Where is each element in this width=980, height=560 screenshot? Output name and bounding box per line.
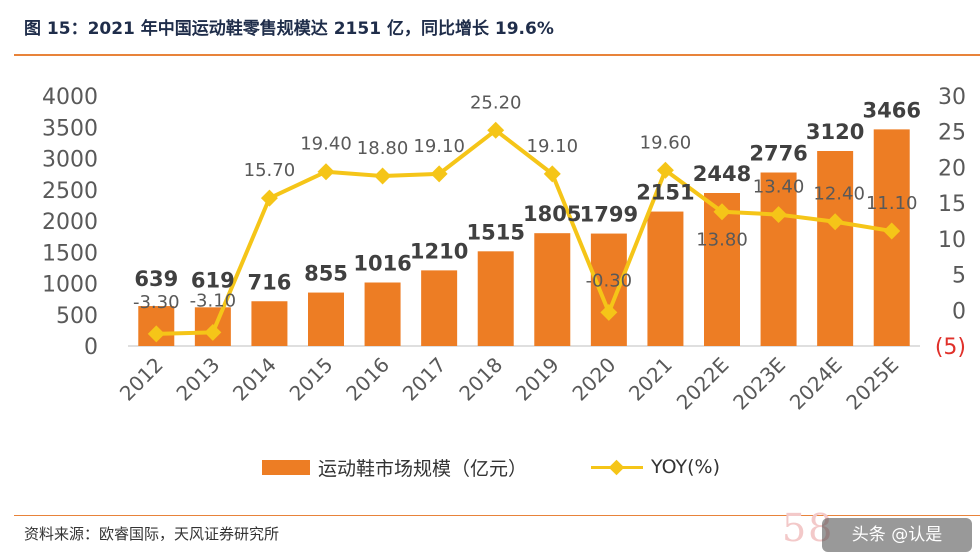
y-right-tick-label: (5) — [935, 335, 966, 360]
y-left-tick-label: 2000 — [42, 210, 98, 235]
yoy-value-label: 13.80 — [696, 230, 748, 251]
yoy-value-label: 19.40 — [300, 134, 352, 155]
bar-value-label: 1016 — [353, 252, 411, 276]
yoy-point-2021 — [656, 161, 674, 179]
bar-value-label: 1515 — [466, 220, 524, 244]
bar-2016 — [364, 282, 401, 346]
y-right-tick-label: 15 — [938, 192, 966, 217]
x-tick-label: 2022E — [672, 353, 734, 415]
yoy-point-2024E — [826, 213, 844, 231]
chart-legend: 运动鞋市场规模（亿元） YOY(%) — [262, 454, 720, 480]
x-tick-label: 2023E — [728, 353, 790, 415]
yoy-value-label: 19.10 — [527, 136, 579, 157]
bar-value-label: 2776 — [749, 142, 807, 166]
yoy-value-label: -3.30 — [133, 292, 180, 313]
yoy-point-2016 — [374, 167, 392, 185]
y-left-tick-label: 1000 — [42, 273, 98, 298]
y-left-tick-label: 1500 — [42, 241, 98, 266]
legend-line-swatch — [591, 460, 644, 475]
x-tick-label: 2019 — [511, 353, 564, 406]
y-left-tick-label: 500 — [56, 304, 98, 329]
yoy-value-label: -3.10 — [190, 290, 237, 311]
title-divider — [14, 54, 980, 56]
bar-2024E — [817, 151, 854, 346]
x-tick-label: 2024E — [785, 353, 847, 415]
y-left-tick-label: 0 — [84, 335, 98, 360]
bar-2019 — [534, 233, 571, 346]
yoy-point-2015 — [317, 163, 335, 181]
yoy-value-label: 12.40 — [813, 184, 865, 205]
bar-value-label: 1805 — [523, 202, 581, 226]
y-right-tick-label: 10 — [938, 228, 966, 253]
yoy-point-2017 — [430, 165, 448, 183]
y-right-tick-label: 20 — [938, 156, 966, 181]
bar-value-label: 855 — [304, 262, 348, 286]
x-tick-label: 2014 — [228, 353, 281, 406]
yoy-point-2023E — [770, 206, 788, 224]
yoy-value-label: -0.30 — [586, 270, 633, 291]
bar-2023E — [760, 172, 797, 346]
x-tick-label: 2017 — [398, 353, 451, 406]
yoy-value-label: 18.80 — [357, 138, 409, 159]
yoy-line — [156, 128, 893, 336]
y-right-tick-label: 30 — [938, 85, 966, 110]
yoy-value-label: 11.10 — [866, 193, 918, 214]
bar-value-label: 1799 — [580, 203, 638, 227]
yoy-value-label: 13.40 — [753, 177, 805, 198]
y-left-tick-label: 3000 — [42, 148, 98, 173]
bar-2021 — [647, 211, 684, 346]
yoy-point-2020 — [600, 303, 618, 321]
yoy-point-2025E — [883, 222, 901, 240]
bar-value-label: 1210 — [410, 239, 468, 263]
bar-value-label: 619 — [191, 268, 235, 292]
author-badge: 头条 @认是 — [822, 518, 972, 552]
x-tick-label: 2018 — [454, 353, 507, 406]
source-note: 资料来源：欧睿国际，天风证券研究所 — [24, 525, 280, 543]
y-right-tick-label: 25 — [938, 121, 966, 146]
bar-value-label: 639 — [134, 267, 178, 291]
y-right-tick-label: 5 — [952, 264, 966, 289]
y-left-tick-label: 4000 — [42, 85, 98, 110]
yoy-point-2019 — [543, 165, 561, 183]
legend-bar-swatch — [262, 459, 310, 475]
x-tick-label: 2020 — [567, 353, 620, 406]
bar-value-label: 2151 — [636, 181, 694, 205]
yoy-value-label: 19.60 — [640, 132, 692, 153]
legend-line-label: YOY(%) — [651, 456, 720, 478]
sneaker-market-chart: 05001000150020002500300035004000(5)05101… — [42, 85, 966, 415]
footer-divider — [14, 515, 980, 516]
bar-value-label: 3466 — [862, 98, 920, 122]
y-left-tick-label: 2500 — [42, 179, 98, 204]
x-tick-label: 2015 — [285, 353, 338, 406]
bar-2018 — [477, 251, 514, 346]
bar-2020 — [590, 233, 627, 346]
yoy-point-2013 — [204, 323, 222, 341]
bar-value-label: 716 — [248, 270, 292, 294]
y-right-tick-label: 0 — [952, 299, 966, 324]
yoy-point-2012 — [147, 325, 165, 343]
bar-2015 — [308, 292, 344, 346]
yoy-value-label: 15.70 — [244, 160, 296, 181]
x-tick-label: 2012 — [115, 353, 168, 406]
page-title: 图 15：2021 年中国运动鞋零售规模达 2151 亿，同比增长 19.6% — [24, 19, 554, 39]
bar-2014 — [251, 301, 288, 346]
legend-bar-label: 运动鞋市场规模（亿元） — [318, 457, 528, 480]
yoy-point-2022E — [713, 203, 731, 221]
yoy-value-label: 25.20 — [470, 92, 522, 113]
x-tick-label: 2016 — [341, 353, 394, 406]
yoy-value-label: 19.10 — [413, 136, 465, 157]
y-left-tick-label: 3500 — [42, 116, 98, 141]
yoy-point-2014 — [260, 189, 278, 207]
x-tick-label: 2025E — [841, 353, 903, 415]
x-tick-label: 2013 — [171, 353, 224, 406]
bar-2017 — [421, 270, 458, 346]
x-tick-label: 2021 — [624, 353, 677, 406]
bar-value-label: 2448 — [693, 162, 751, 186]
bar-value-label: 3120 — [806, 120, 864, 144]
